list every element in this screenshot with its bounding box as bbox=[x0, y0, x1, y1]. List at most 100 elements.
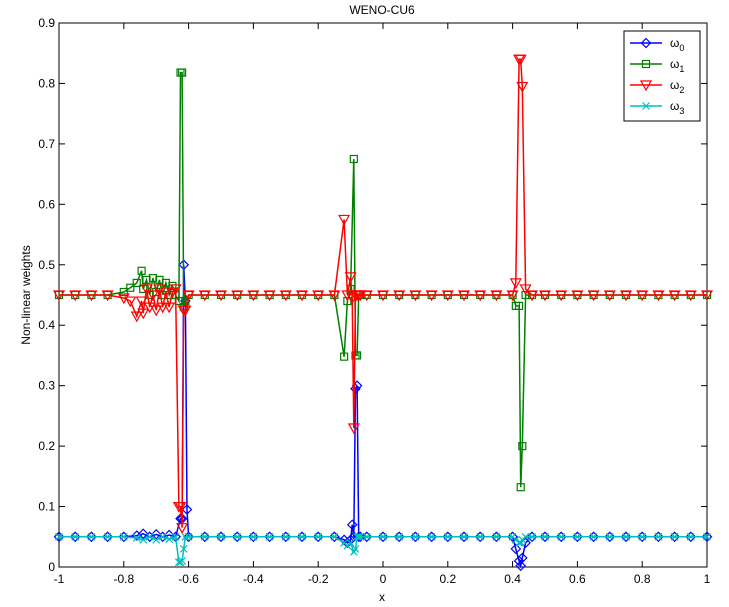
data-point bbox=[163, 302, 176, 314]
data-point bbox=[53, 290, 66, 302]
data-point bbox=[411, 532, 420, 541]
data-point bbox=[342, 537, 353, 549]
data-point bbox=[215, 531, 227, 543]
x-tick-label: 0.8 bbox=[634, 572, 651, 586]
data-point bbox=[156, 302, 169, 314]
data-point bbox=[509, 278, 522, 290]
data-point bbox=[132, 534, 141, 542]
y-tick-label: 0.4 bbox=[38, 318, 55, 332]
data-point bbox=[124, 296, 137, 308]
x-tick-label: -1 bbox=[54, 572, 65, 586]
data-point bbox=[174, 501, 187, 513]
data-point bbox=[184, 532, 193, 541]
data-point bbox=[198, 290, 211, 302]
x-tick-label: 1 bbox=[704, 572, 711, 586]
data-point bbox=[442, 531, 454, 543]
data-point bbox=[640, 37, 652, 49]
legend-entry: ω1 bbox=[630, 57, 684, 74]
data-point bbox=[340, 352, 349, 361]
legend-label: ω3 bbox=[670, 99, 684, 116]
data-point bbox=[150, 529, 162, 540]
data-point bbox=[171, 532, 180, 541]
data-point bbox=[619, 290, 633, 302]
data-point bbox=[521, 532, 530, 541]
data-point bbox=[557, 532, 566, 541]
data-point bbox=[376, 290, 390, 302]
data-point bbox=[103, 532, 112, 541]
data-point bbox=[636, 290, 649, 302]
data-point bbox=[247, 290, 260, 302]
data-point bbox=[395, 532, 404, 541]
data-point bbox=[346, 519, 358, 531]
y-tick-label: 0.6 bbox=[38, 197, 55, 211]
data-point bbox=[518, 442, 527, 451]
data-point bbox=[639, 80, 653, 92]
data-point bbox=[150, 305, 163, 317]
data-point bbox=[426, 531, 437, 543]
data-point bbox=[573, 532, 582, 541]
data-point bbox=[145, 532, 154, 541]
data-point bbox=[516, 552, 528, 564]
y-tick-label: 0.3 bbox=[38, 379, 55, 393]
data-point bbox=[176, 523, 189, 534]
data-point bbox=[474, 531, 486, 543]
data-point bbox=[265, 532, 274, 541]
data-point bbox=[638, 532, 647, 541]
data-point bbox=[587, 290, 600, 302]
data-point bbox=[119, 287, 128, 297]
x-tick-label: 0.4 bbox=[504, 572, 521, 586]
data-point bbox=[652, 290, 665, 302]
data-point bbox=[351, 544, 360, 553]
data-point bbox=[516, 483, 525, 492]
data-point bbox=[338, 214, 351, 226]
data-point bbox=[539, 531, 551, 543]
data-point bbox=[360, 290, 373, 302]
data-point bbox=[622, 532, 630, 541]
y-tick-label: 0 bbox=[48, 560, 55, 574]
data-point bbox=[476, 532, 485, 541]
data-point bbox=[183, 531, 194, 543]
data-point bbox=[280, 531, 292, 543]
data-point bbox=[354, 532, 363, 541]
x-axis-label: x bbox=[379, 590, 385, 604]
x-tick-label: -0.6 bbox=[178, 572, 199, 586]
data-point bbox=[137, 266, 146, 275]
data-point bbox=[427, 532, 436, 541]
data-point bbox=[329, 531, 340, 543]
data-point bbox=[685, 531, 697, 543]
data-point bbox=[181, 532, 190, 541]
data-point bbox=[620, 531, 632, 543]
data-point bbox=[135, 296, 148, 308]
data-point bbox=[654, 532, 663, 541]
data-point bbox=[328, 290, 341, 302]
data-point bbox=[263, 290, 276, 302]
data-point bbox=[249, 532, 258, 541]
series-2 bbox=[53, 54, 713, 534]
data-point bbox=[555, 531, 567, 543]
legend-entry: ω2 bbox=[630, 78, 684, 95]
data-point bbox=[179, 544, 188, 553]
data-point bbox=[571, 290, 584, 302]
data-point bbox=[231, 290, 244, 302]
data-point bbox=[393, 531, 405, 543]
data-point bbox=[349, 154, 358, 164]
data-point bbox=[178, 557, 187, 565]
data-point bbox=[393, 290, 406, 302]
data-point bbox=[126, 283, 135, 292]
data-point bbox=[516, 81, 529, 93]
data-point bbox=[350, 383, 361, 395]
legend-label: ω1 bbox=[670, 57, 684, 74]
data-point bbox=[641, 59, 651, 69]
data-point bbox=[140, 284, 153, 296]
data-point bbox=[457, 290, 471, 302]
data-point bbox=[165, 535, 174, 544]
x-tick-label: -0.8 bbox=[113, 572, 134, 586]
data-point bbox=[158, 532, 167, 541]
data-point bbox=[168, 281, 177, 291]
data-point bbox=[526, 290, 539, 302]
data-point bbox=[130, 311, 143, 323]
data-point bbox=[217, 532, 225, 541]
data-point bbox=[296, 531, 308, 543]
data-point bbox=[55, 532, 63, 541]
legend: ω0 ω1 ω2 ω3 bbox=[623, 30, 701, 122]
